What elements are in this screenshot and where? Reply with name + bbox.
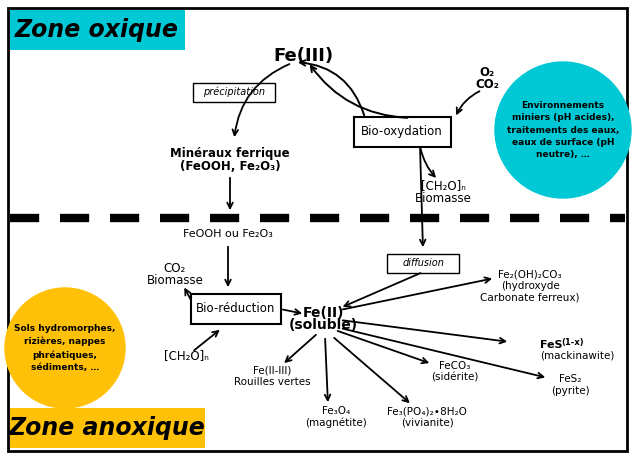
Circle shape [495,62,631,198]
Text: précipitation: précipitation [203,87,265,97]
Text: (soluble): (soluble) [288,318,358,332]
Text: diffusion: diffusion [402,258,444,268]
Circle shape [5,288,125,408]
FancyBboxPatch shape [387,254,459,273]
Text: Biomasse: Biomasse [147,274,203,286]
Text: FeOOH ou Fe₂O₃: FeOOH ou Fe₂O₃ [183,229,273,239]
FancyBboxPatch shape [354,117,451,147]
Text: (FeOOH, Fe₂O₃): (FeOOH, Fe₂O₃) [180,159,280,173]
Text: [CH₂O]ₙ: [CH₂O]ₙ [164,349,208,363]
Text: Fe₃(PO₄)₂∙8H₂O
(vivianite): Fe₃(PO₄)₂∙8H₂O (vivianite) [387,406,467,428]
Text: Fe₂(OH)₂CO₃
(hydroxyde
Carbonate ferreux): Fe₂(OH)₂CO₃ (hydroxyde Carbonate ferreux… [480,269,580,302]
Text: (1-x): (1-x) [561,337,584,347]
Bar [10,10,185,50]
FancyBboxPatch shape [191,294,281,324]
Text: Biomasse: Biomasse [415,192,471,206]
Bar [10,408,205,448]
Text: CO₂: CO₂ [164,262,186,274]
Text: Fe(II): Fe(II) [302,306,344,320]
Text: Environnements
miniers (pH acides),
traitements des eaux,
eaux de surface (pH
ne: Environnements miniers (pH acides), trai… [507,101,619,159]
Text: Bio-réduction: Bio-réduction [196,302,276,315]
Text: O₂: O₂ [479,66,495,78]
Text: FeCO₃
(sidérite): FeCO₃ (sidérite) [431,361,479,383]
Text: Fe(II-III)
Rouilles vertes: Fe(II-III) Rouilles vertes [234,365,311,387]
Text: Fe(III): Fe(III) [273,47,333,65]
Text: FeS: FeS [540,340,563,350]
Text: Bio-oxydation: Bio-oxydation [361,125,443,139]
Text: Zone anoxique: Zone anoxique [9,416,205,440]
Text: Fe₃O₄
(magnétite): Fe₃O₄ (magnétite) [305,406,367,428]
FancyBboxPatch shape [193,83,275,102]
Text: CO₂: CO₂ [475,78,499,91]
Text: Zone oxique: Zone oxique [15,18,179,42]
Text: (mackinawite): (mackinawite) [540,351,615,361]
Text: Sols hydromorphes,
rizières, nappes
phréatiques,
sédiments, …: Sols hydromorphes, rizières, nappes phré… [15,324,116,372]
Text: FeS₂
(pyrite): FeS₂ (pyrite) [551,374,589,396]
Text: [CH₂O]ₙ: [CH₂O]ₙ [420,179,465,192]
Text: Minéraux ferrique: Minéraux ferrique [170,146,290,159]
